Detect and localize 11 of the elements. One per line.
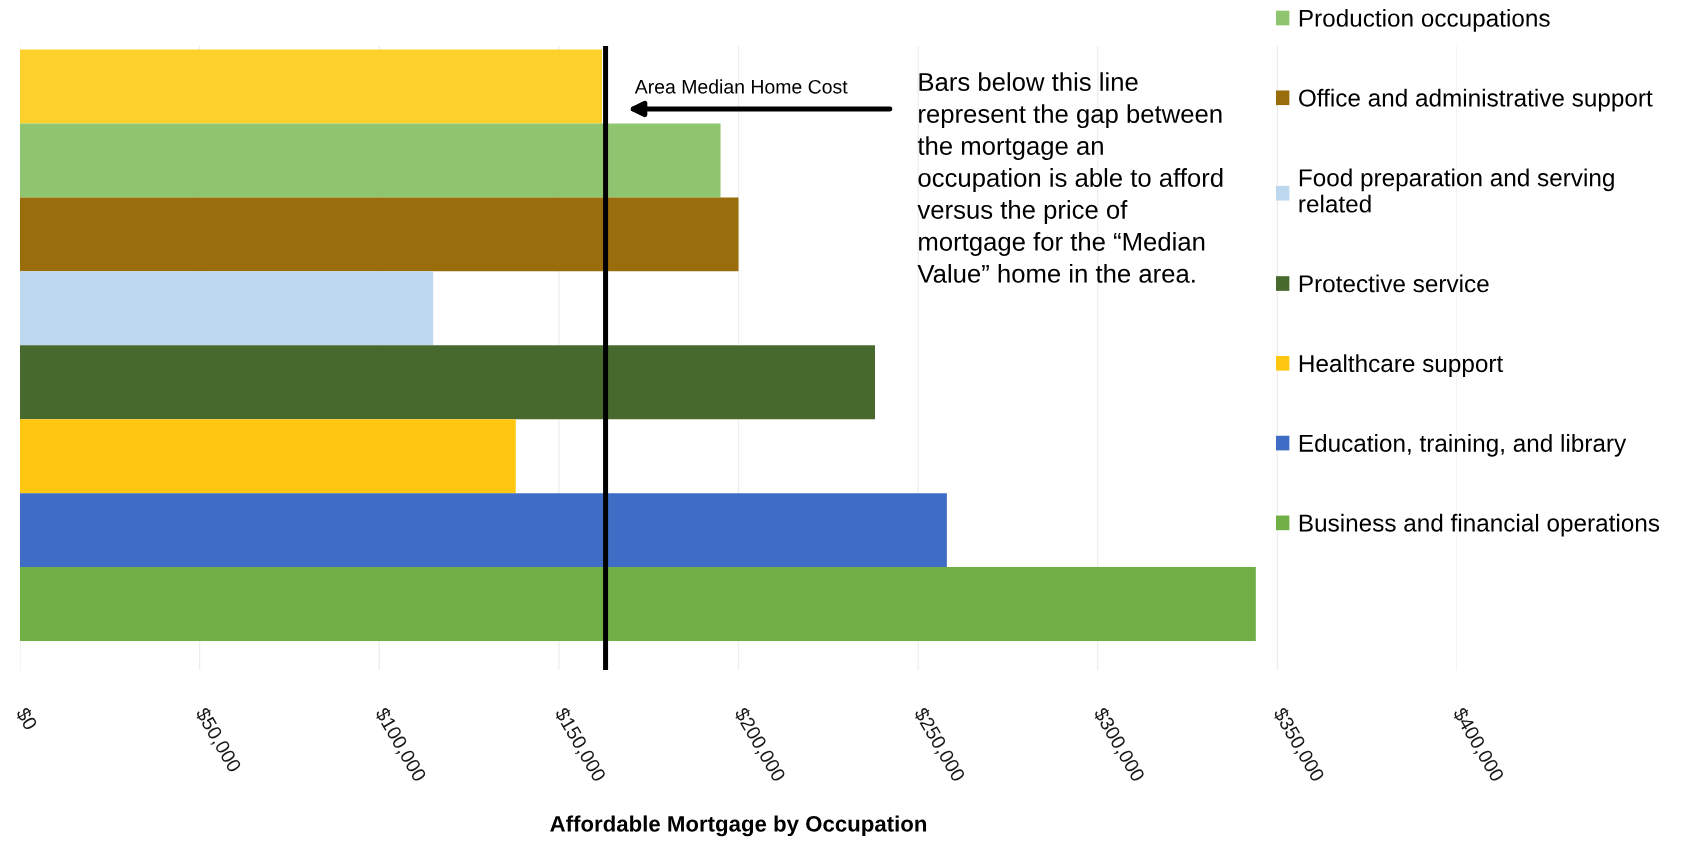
legend-label: Education, training, and library: [1299, 434, 1627, 457]
legend-label: Production occupations: [1299, 9, 1550, 32]
legend-label: Healthcare support: [1299, 354, 1504, 377]
legend-label: Business and financial operations: [1299, 513, 1660, 537]
x-tick-label: $0: [14, 705, 39, 732]
legend-label: Office and administrative support: [1299, 88, 1653, 112]
x-axis-title: Affordable Mortgage by Occupation: [550, 815, 927, 837]
annotation: Bars below this line represent the gap between the mortgage an occupation is able to afford versus the price of mortgage for the “Median Value” home in the area.: [917, 72, 1223, 283]
legend-label: Food preparation and serving related: [1299, 168, 1614, 213]
ref-line-label: Area Median Home Cost: [634, 79, 848, 94]
legend-label: Protective service: [1299, 274, 1489, 293]
